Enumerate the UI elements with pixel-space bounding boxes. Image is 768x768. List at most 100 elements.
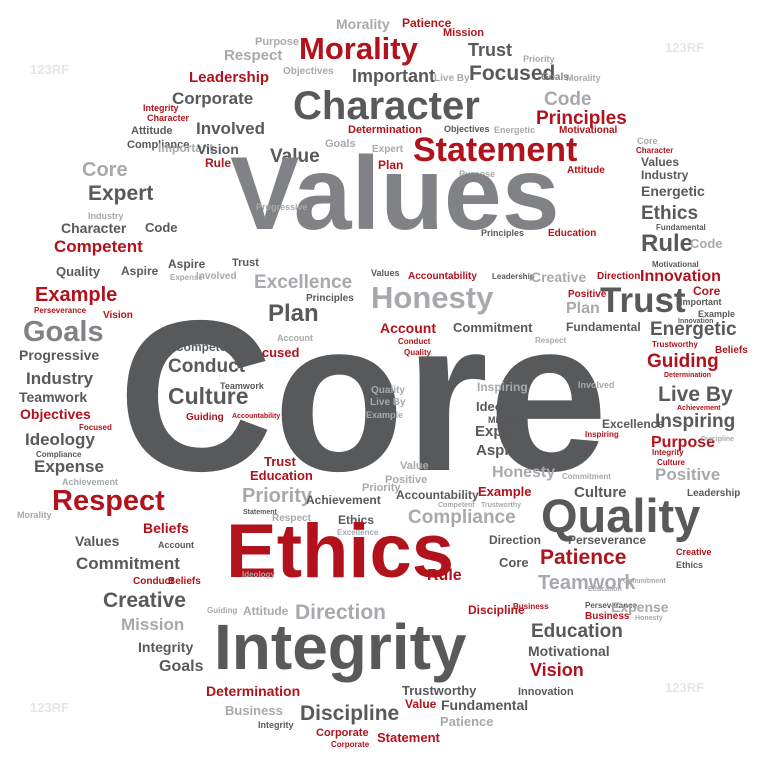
word-discipline-xs: Discipline (701, 436, 735, 443)
word-fundamental-xs: Fundamental (656, 223, 706, 232)
word-competent: Competent (54, 237, 143, 256)
word-compliance-sm: Compliance (127, 139, 190, 151)
word-respect: Respect (224, 47, 283, 64)
word-respect-xs: Respect (535, 336, 567, 345)
word-statement-xs: Statement (243, 509, 277, 516)
word-quality-left: Quality (56, 264, 101, 279)
word-education-sm: Education (548, 228, 597, 239)
word-expense: Expense (34, 457, 104, 476)
word-patience-bottom: Patience (440, 714, 494, 729)
word-determination-sm: Determination (348, 124, 422, 136)
word-motivational: Motivational (528, 643, 610, 659)
word-corporate-bottom: Corporate (316, 727, 369, 739)
word-goals-bottom: Goals (159, 658, 204, 675)
word-determination: Determination (206, 683, 301, 699)
word-principles: Principles (536, 108, 627, 129)
word-goals: Goals (23, 316, 104, 348)
word-important-sm: Important (158, 141, 214, 155)
word-morality-left: Morality (17, 510, 52, 520)
word-live-by-mid: Live By (370, 397, 406, 408)
word-accountability: Accountability (396, 488, 479, 502)
word-involved-top: Involved (196, 119, 265, 138)
word-involved-mid: Involved (196, 271, 237, 282)
word-goals-top: Goals (325, 138, 356, 150)
word-commitment-xs2: Commitment (623, 578, 666, 585)
word-values-sm: Values (641, 155, 680, 169)
word-focused-red: Focused (246, 345, 300, 360)
word-inspiring-xs: Inspiring (585, 430, 619, 439)
word-innovation: Innovation (640, 268, 721, 285)
word-accountability-sm: Accountability (408, 271, 477, 282)
word-purpose: Purpose (651, 434, 716, 451)
word-discipline: Discipline (300, 702, 400, 725)
word-progressive-sm: Progressive (256, 202, 308, 212)
word-example-right: Example (698, 309, 736, 319)
word-trustworthy: Trustworthy (402, 683, 477, 698)
word-aspire: Aspire (476, 442, 523, 459)
word-trust: Trust (468, 40, 513, 60)
word-teamwork: Teamwork (538, 572, 636, 594)
word-character: Character (293, 84, 480, 128)
word-integrity-xs: Integrity (652, 448, 684, 457)
word-plan: Plan (268, 300, 319, 327)
word-fundamental: Fundamental (441, 697, 529, 713)
word-beliefs-sm: Beliefs (168, 576, 201, 587)
word-expense-xs: Expense (170, 273, 203, 282)
word-trustworthy-xs: Trustworthy (481, 502, 522, 509)
word-positive: Positive (655, 465, 721, 484)
word-plan-right: Plan (566, 300, 600, 317)
word-focused: Focused (469, 62, 556, 85)
word-innovation-bottom: Innovation (518, 686, 574, 698)
word-leadership-xs: Leadership (492, 272, 535, 281)
word-ethics-sm: Ethics (338, 513, 375, 527)
word-vision: Vision (530, 660, 584, 680)
word-motivational-sm: Motivational (559, 125, 618, 136)
word-core: Core (118, 275, 608, 516)
word-value-mid: Value (400, 460, 429, 472)
word-priority-sm: Priority (362, 482, 401, 494)
word-conduct: Conduct (168, 356, 246, 377)
word-conduct-sm: Conduct (133, 576, 174, 587)
word-core-left: Core (82, 159, 128, 181)
word-priority: Priority (523, 54, 555, 64)
word-trust-big: Trust (600, 281, 686, 320)
word-culture: Culture (168, 383, 249, 409)
word-excellence-xs: Excellence (337, 528, 379, 537)
word-example-mid: Example (366, 410, 404, 420)
word-beliefs-right: Beliefs (715, 345, 748, 356)
word-honesty-mid: Honesty (492, 464, 556, 481)
word-attitude: Attitude (243, 604, 289, 618)
word-important: Important (352, 66, 435, 86)
word-achievement: Achievement (306, 493, 381, 507)
word-value: Value (405, 697, 437, 711)
word-attitude: Attitude (131, 125, 173, 137)
word-statement: Statement (413, 131, 578, 169)
word-expert-sm: Expert (372, 144, 404, 155)
word-rule: Rule (427, 567, 462, 584)
word-mission: Mission (443, 27, 484, 39)
word-energetic-big: Energetic (650, 319, 737, 340)
word-excellence: Excellence (254, 272, 353, 293)
word-vision-sm: Vision (197, 141, 239, 157)
word-guiding: Guiding (647, 351, 719, 372)
word-principles-sm: Principles (481, 228, 525, 238)
word-creative-sm: Creative (531, 269, 587, 285)
word-industry-xs: Industry (88, 211, 124, 221)
word-core-sm: Core (637, 136, 658, 146)
word-creative: Creative (103, 589, 186, 612)
word-innovation-xs: Innovation (678, 318, 714, 325)
word-account-sm: Account (277, 333, 313, 343)
word-quality: Quality (541, 489, 701, 542)
word-culture-xs: Culture (657, 458, 685, 467)
word-perseverance: Perseverance (568, 533, 647, 547)
word-energetic-sm: Energetic (494, 125, 536, 135)
word-example: Example (35, 284, 118, 306)
word-goals-sm: Goals (541, 72, 569, 83)
word-mission: Mission (121, 615, 185, 634)
word-integrity: Integrity (214, 611, 467, 683)
word-patience: Patience (402, 16, 452, 30)
word-trust-mid: Trust (232, 257, 259, 269)
word-direction: Direction (295, 601, 387, 624)
word-core-right: Core (693, 284, 721, 298)
word-quality-xs: Quality (404, 348, 432, 357)
